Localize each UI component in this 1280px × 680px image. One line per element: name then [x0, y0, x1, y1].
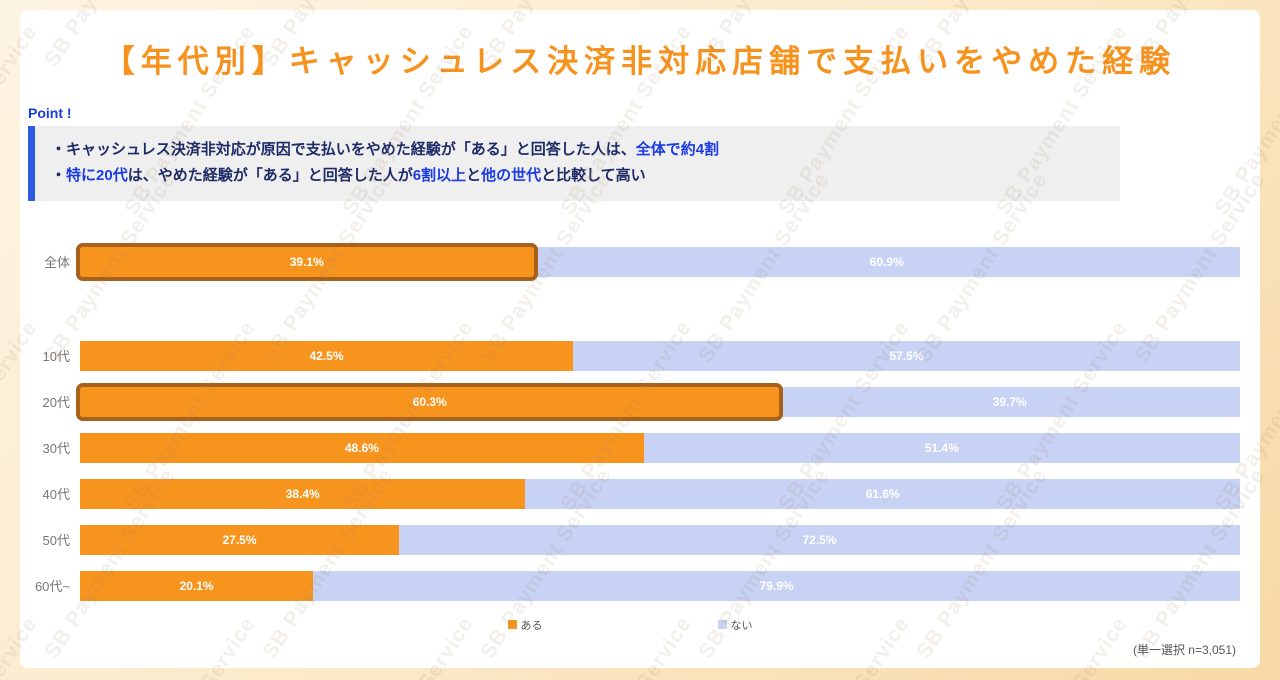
- bar-row: 30代 48.6% 51.4%: [20, 432, 1240, 463]
- row-label: 50代: [42, 533, 70, 548]
- bar-row: 10代 42.5% 57.5%: [20, 340, 1240, 371]
- bar-row: 50代 27.5% 72.5%: [20, 524, 1240, 555]
- sample-note: (単一選択 n=3,051): [1132, 643, 1236, 657]
- content-card: 【年代別】キャッシュレス決済非対応店舗で支払いをやめた経験 Point ! ・キ…: [20, 10, 1260, 668]
- bar-segment-nai: 72.5%: [399, 524, 1240, 555]
- point-highlight-text: 特に20代: [66, 167, 128, 185]
- bar-value: 39.7%: [992, 394, 1027, 409]
- bar-segment-nai: 61.6%: [525, 478, 1240, 509]
- legend-label-aru: ある: [520, 619, 543, 632]
- bar-segment-aru: 60.3%: [75, 382, 784, 421]
- bar-segment-nai: 39.7%: [779, 386, 1240, 417]
- bar-value: 48.6%: [344, 440, 379, 455]
- bar-segment-nai: 79.9%: [313, 570, 1240, 601]
- point-highlight-text: 6割以上: [412, 167, 467, 185]
- row-label: 20代: [42, 395, 70, 410]
- row-label: 60代~: [34, 579, 70, 594]
- bar-segment-nai: 51.4%: [643, 432, 1240, 463]
- point-highlight-text: 全体で約4割: [635, 141, 720, 158]
- bar-value: 57.5%: [889, 348, 924, 363]
- point-line: ・キャッシュレス決済非対応が原因で支払いをやめた経験が「ある」と回答した人は、全…: [51, 137, 1104, 163]
- bar-chart: 全体 39.1% 60.9% 10代 42.5% 57.5% 20代 60.3% 39.7% 30…: [20, 242, 1240, 633]
- bar-track: 60.3% 39.7%: [75, 382, 1240, 421]
- row-label: 30代: [42, 441, 70, 456]
- bar-track: 38.4% 61.6%: [80, 478, 1240, 509]
- bar-segment-nai: 60.9%: [533, 246, 1240, 277]
- legend-item-aru: ある: [507, 617, 543, 633]
- point-label: Point !: [28, 105, 72, 121]
- point-text: と比較して高い: [541, 167, 646, 185]
- point-text: と: [466, 167, 482, 185]
- legend-item-nai: ない: [717, 617, 753, 633]
- point-text: ・: [51, 167, 67, 185]
- point-lines: ・キャッシュレス決済非対応が原因で支払いをやめた経験が「ある」と回答した人は、全…: [51, 137, 1104, 190]
- bar-segment-aru: 48.6%: [80, 432, 644, 463]
- bar-value: 42.5%: [309, 348, 344, 363]
- bar-value: 39.1%: [289, 254, 324, 269]
- bar-rows: 全体 39.1% 60.9% 10代 42.5% 57.5% 20代 60.3% 39.7% 30…: [20, 242, 1240, 601]
- bar-value: 60.9%: [869, 254, 904, 269]
- chart-legend: ある ない: [20, 617, 1240, 633]
- bar-track: 48.6% 51.4%: [80, 432, 1240, 463]
- bar-value: 79.9%: [759, 578, 794, 593]
- point-text: ・キャッシュレス決済非対応が原因で支払いをやめた経験が「ある」と回答した人は、: [51, 141, 636, 158]
- bar-segment-aru: 38.4%: [80, 478, 526, 509]
- bar-value: 51.4%: [924, 440, 959, 455]
- bar-segment-aru: 39.1%: [76, 242, 538, 281]
- bar-segment-aru: 20.1%: [80, 570, 314, 601]
- bar-value: 27.5%: [222, 532, 257, 547]
- bar-row: 40代 38.4% 61.6%: [20, 478, 1240, 509]
- legend-label-nai: ない: [730, 619, 753, 632]
- bar-row: 全体 39.1% 60.9%: [20, 242, 1240, 281]
- bar-segment-aru: 27.5%: [80, 524, 399, 555]
- bar-segment-nai: 57.5%: [573, 340, 1240, 371]
- bar-value: 38.4%: [285, 486, 320, 501]
- bar-value: 60.3%: [412, 394, 447, 409]
- bar-row: 20代 60.3% 39.7%: [20, 382, 1240, 421]
- legend-swatch-nai: [717, 620, 727, 629]
- point-highlight-text: 他の世代: [481, 167, 542, 185]
- point-box: ・キャッシュレス決済非対応が原因で支払いをやめた経験が「ある」と回答した人は、全…: [28, 126, 1120, 201]
- page-title: 【年代別】キャッシュレス決済非対応店舗で支払いをやめた経験: [103, 44, 1177, 79]
- bar-track: 42.5% 57.5%: [80, 340, 1240, 371]
- bar-track: 39.1% 60.9%: [76, 242, 1240, 281]
- bar-track: 20.1% 79.9%: [80, 570, 1240, 601]
- point-text: は、やめた経験が「ある」と回答した人が: [127, 167, 413, 185]
- legend-swatch-aru: [507, 620, 517, 629]
- row-label: 全体: [43, 255, 70, 270]
- bar-value: 72.5%: [802, 532, 837, 547]
- row-label: 10代: [42, 349, 70, 364]
- bar-track: 27.5% 72.5%: [80, 524, 1240, 555]
- bar-value: 61.6%: [865, 486, 900, 501]
- bar-row: 60代~ 20.1% 79.9%: [20, 570, 1240, 601]
- bar-value: 20.1%: [179, 578, 214, 593]
- bar-segment-aru: 42.5%: [80, 340, 573, 371]
- row-label: 40代: [42, 487, 70, 502]
- point-line: ・特に20代は、やめた経験が「ある」と回答した人が6割以上と他の世代と比較して高…: [51, 163, 1104, 189]
